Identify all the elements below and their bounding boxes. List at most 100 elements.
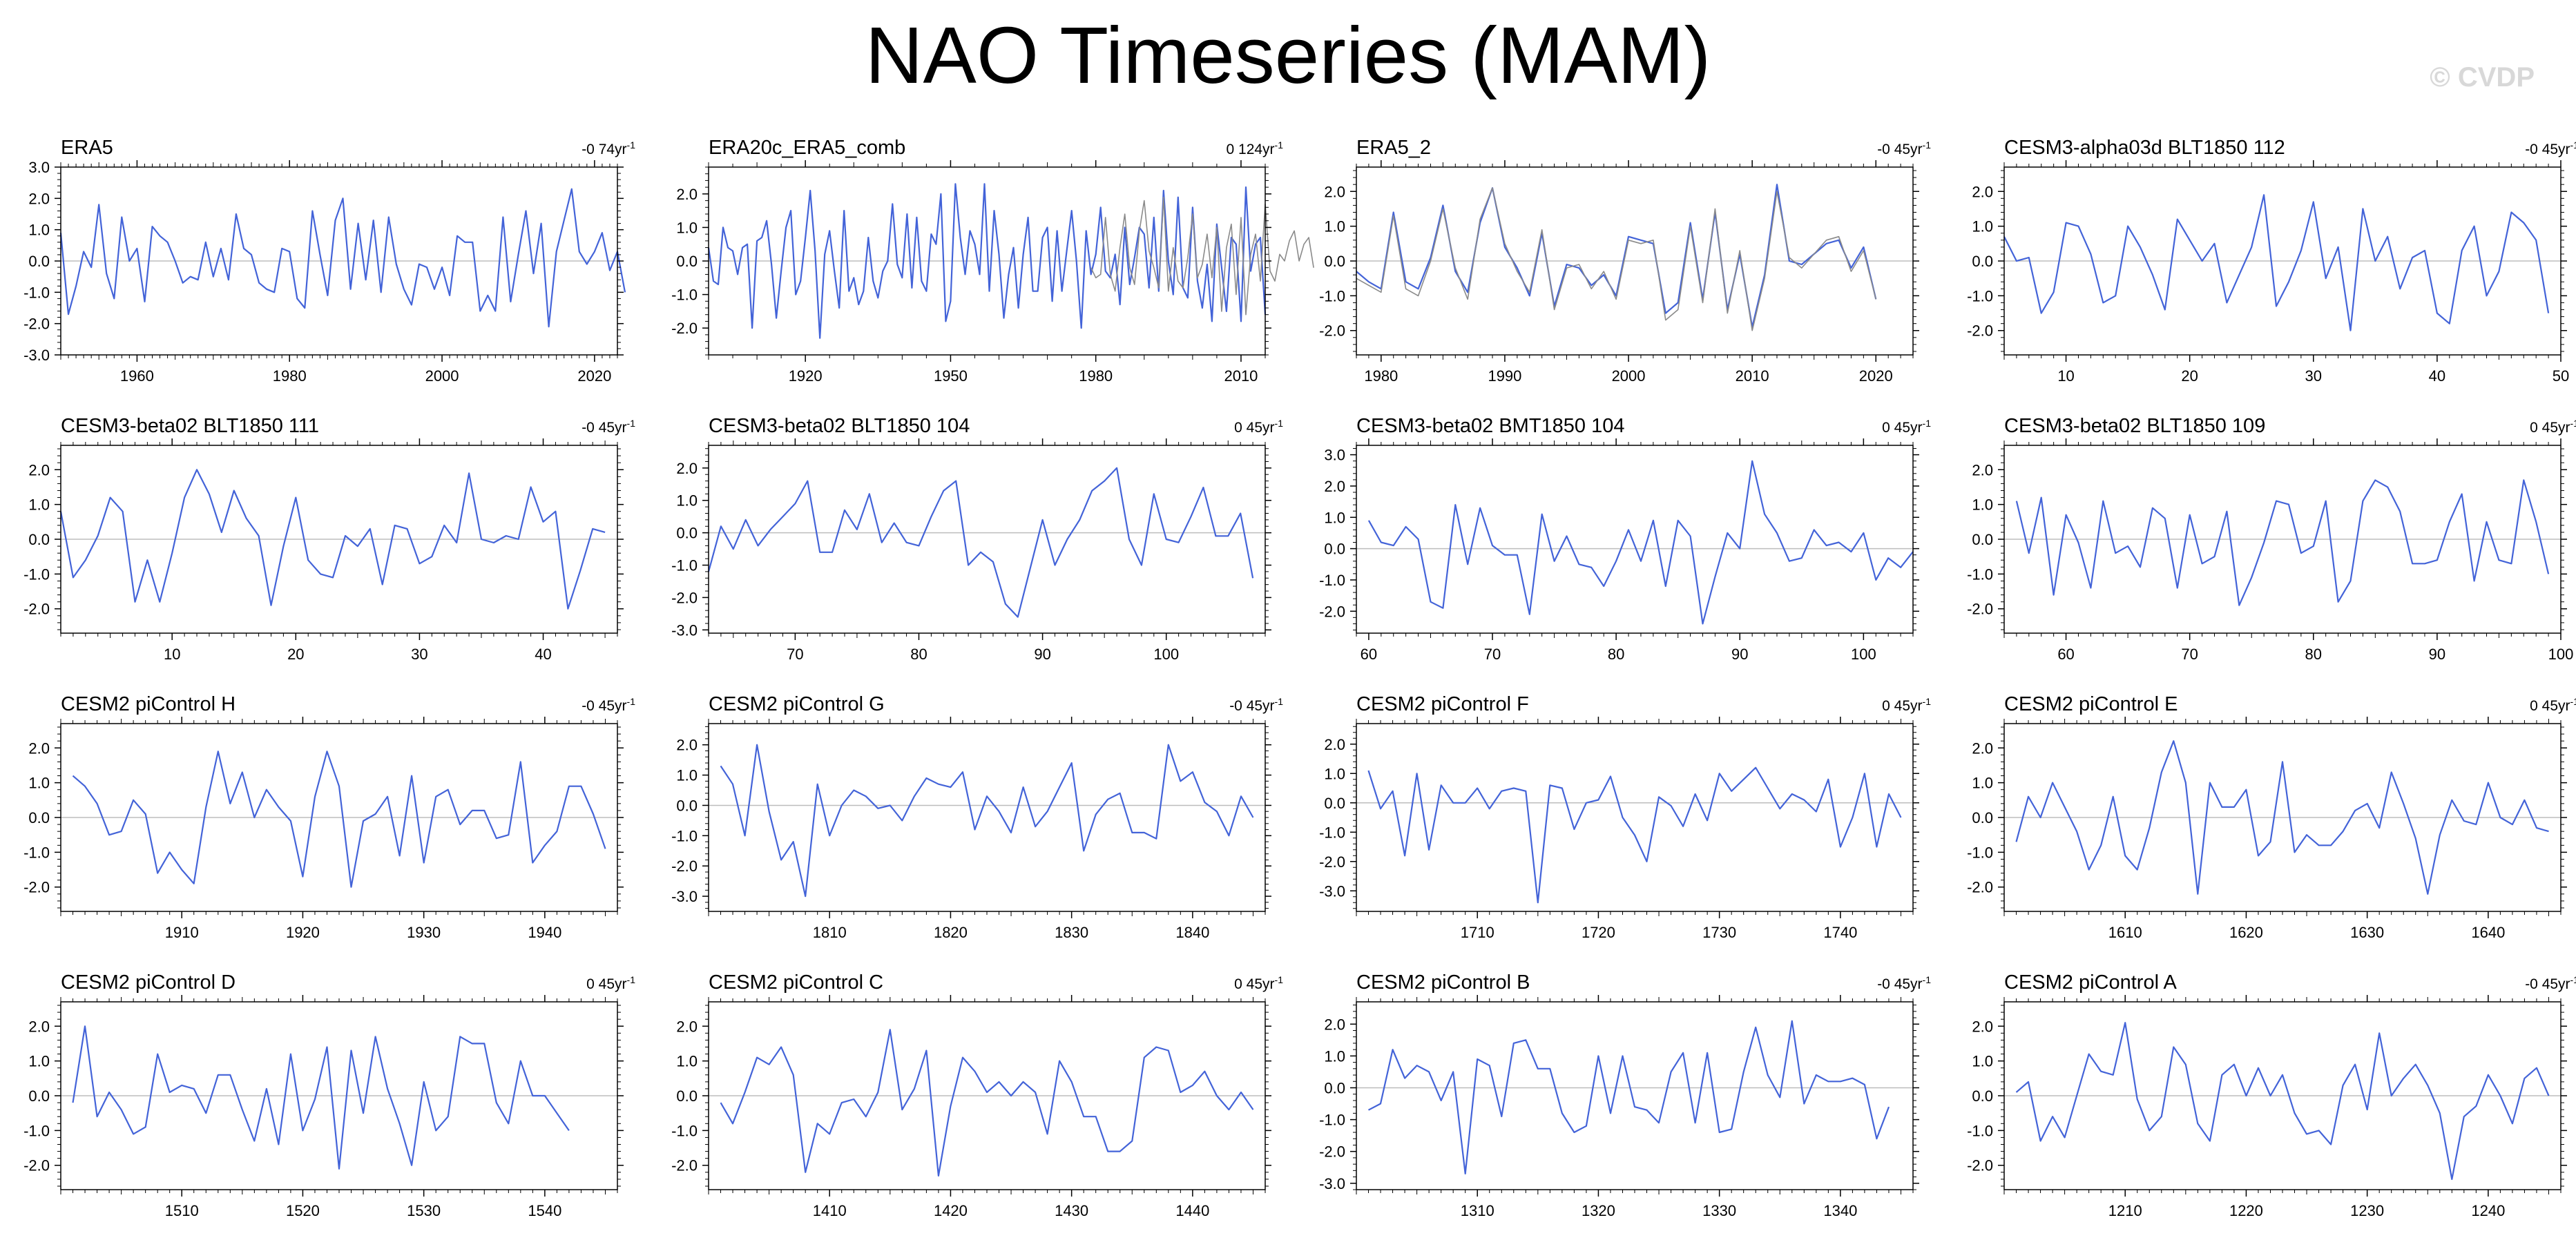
y-tick-label: -1.0: [23, 844, 50, 861]
trend-unit: -1: [1922, 974, 1931, 985]
chart-svg: 2.0 1.0 0.0 -1.0 -2.0 -3.0 1310 1320 1330 1340: [1319, 995, 1919, 1219]
series-line: [2015, 740, 2549, 895]
y-tick-label: 1.0: [676, 1053, 698, 1070]
y-tick-label: -1.0: [23, 284, 50, 301]
x-tick-label: 1730: [1702, 924, 1736, 941]
x-tick-label: 1210: [2108, 1202, 2142, 1219]
x-tick-label: 20: [287, 646, 304, 663]
y-tick-label: 2.0: [1324, 183, 1345, 200]
y-tick-label: 1.0: [1324, 509, 1345, 526]
y-tick-label: 2.0: [28, 190, 50, 207]
trend-label: -0 45yr-1: [2525, 974, 2576, 993]
y-tick-label: -2.0: [671, 1157, 698, 1174]
x-tick-label: 1940: [528, 924, 561, 941]
y-tick-label: -1.0: [23, 1122, 50, 1139]
y-tick-label: 2.0: [1972, 461, 1993, 478]
trend-unit: -1: [1922, 139, 1931, 151]
y-tick-label: -1.0: [671, 287, 698, 304]
y-tick-label: 1.0: [676, 219, 698, 236]
x-tick-label: 1530: [407, 1202, 441, 1219]
y-tick-label: -2.0: [671, 858, 698, 875]
panel-title: CESM2 piControl F: [1356, 693, 1529, 715]
y-tick-label: 3.0: [28, 159, 50, 176]
trend-unit: -1: [1922, 696, 1931, 707]
y-tick-label: 0.0: [676, 525, 698, 542]
x-tick-label: 10: [2057, 367, 2074, 385]
y-tick-label: 1.0: [1972, 775, 1993, 792]
reference-series-line: [1356, 187, 1877, 331]
y-tick-label: 1.0: [1324, 1047, 1345, 1065]
x-tick-label: 1960: [120, 367, 154, 385]
page-title: NAO Timeseries (MAM): [865, 10, 1711, 100]
chart-svg: 2.0 1.0 0.0 -1.0 -2.0 10 20 30 40 50: [1967, 160, 2569, 385]
trend-value: -0 45yr: [1877, 976, 1923, 992]
y-tick-label: 1.0: [1972, 496, 1993, 514]
x-tick-label: 1340: [1823, 1202, 1857, 1219]
chart-svg: 2.0 1.0 0.0 -1.0 -2.0 1610 1620 1630 1640: [1967, 717, 2567, 941]
y-tick-label: -2.0: [1319, 322, 1345, 340]
chart-panel: CESM2 piControl E 0 45yr-1 2.0 1.0 0.0 -1.0 -2…: [1943, 685, 2576, 964]
chart-svg: 3.0 2.0 1.0 0.0 -1.0 -2.0 -3.0 1960 1980 2000 2020: [23, 159, 626, 385]
trend-value: 0 45yr: [2530, 420, 2570, 436]
trend-label: -0 45yr-1: [2525, 139, 2576, 158]
y-tick-label: 1.0: [1324, 765, 1345, 782]
chart-svg: 2.0 1.0 0.0 -1.0 -2.0 1510 1520 1530 1540: [23, 995, 624, 1219]
chart-svg: 2.0 1.0 0.0 -1.0 -2.0 1210 1220 1230 1240: [1967, 995, 2567, 1219]
x-tick-label: 1610: [2108, 924, 2142, 941]
trend-label: 0 45yr-1: [1234, 974, 1283, 993]
copyright-watermark: © CVDP: [2430, 62, 2535, 93]
series-line: [72, 1025, 570, 1170]
trend-label: 0 45yr-1: [1882, 418, 1931, 436]
y-tick-label: 1.0: [28, 222, 50, 239]
chart-panel: CESM3-beta02 BLT1850 109 0 45yr-1 2.0 1.0 0.…: [1943, 407, 2576, 686]
trend-unit: -1: [626, 418, 635, 429]
panel-title: CESM2 piControl E: [2004, 693, 2178, 715]
x-tick-label: 1430: [1055, 1202, 1088, 1219]
series-line: [707, 467, 1254, 618]
chart-panel: ERA5_2 -0 45yr-1 2.0 1.0 0.0 -1.0 -2.0 1980 1990…: [1296, 128, 1943, 407]
x-tick-label: 80: [1608, 646, 1624, 663]
chart-panel: CESM2 piControl A -0 45yr-1 2.0 1.0 0.0 -1.0 -…: [1943, 963, 2576, 1242]
y-tick-label: 2.0: [1972, 1018, 1993, 1035]
chart-svg: 2.0 1.0 0.0 -1.0 -2.0 1410 1420 1430 1440: [671, 995, 1271, 1219]
trend-value: -0 45yr: [1229, 698, 1275, 714]
y-tick-label: 2.0: [1972, 739, 1993, 757]
y-tick-label: 1.0: [28, 775, 50, 792]
trend-value: 0 45yr: [2530, 698, 2570, 714]
x-tick-label: 70: [1484, 646, 1501, 663]
panel-title: CESM2 piControl G: [709, 693, 885, 715]
trend-label: 0 45yr-1: [586, 974, 635, 993]
y-tick-label: -1.0: [1967, 287, 1993, 304]
trend-value: -0 45yr: [2525, 142, 2570, 157]
panel-title: CESM2 piControl H: [61, 693, 236, 715]
y-tick-label: -1.0: [671, 827, 698, 844]
x-tick-label: 1980: [273, 367, 307, 385]
x-tick-label: 50: [2553, 367, 2569, 385]
y-tick-label: 1.0: [28, 496, 50, 514]
y-tick-label: 2.0: [676, 1018, 698, 1035]
y-tick-label: 0.0: [28, 253, 50, 270]
trend-unit: -1: [1922, 418, 1931, 429]
y-tick-label: 0.0: [1324, 541, 1345, 558]
y-tick-label: -1.0: [1967, 844, 1993, 861]
x-tick-label: 2020: [1859, 367, 1893, 385]
trend-value: -0 45yr: [2525, 976, 2570, 992]
x-tick-label: 60: [2057, 646, 2074, 663]
x-tick-label: 90: [1731, 646, 1748, 663]
y-tick-label: 1.0: [676, 767, 698, 784]
chart-panel: CESM2 piControl D 0 45yr-1 2.0 1.0 0.0 -1.0 -2…: [0, 963, 648, 1242]
x-tick-label: 10: [164, 646, 180, 663]
x-tick-label: 30: [411, 646, 427, 663]
y-tick-label: -1.0: [1319, 572, 1345, 589]
series-line: [59, 188, 626, 328]
y-tick-label: 2.0: [1324, 736, 1345, 753]
trend-value: 0 45yr: [1234, 420, 1275, 436]
y-tick-label: -1.0: [1967, 1122, 1993, 1139]
chart-panel: CESM3-beta02 BMT1850 104 0 45yr-1 3.0 2.0 1.…: [1296, 407, 1943, 686]
series-line: [707, 183, 1267, 339]
y-tick-label: 1.0: [1972, 218, 1993, 235]
trend-value: -0 45yr: [581, 698, 627, 714]
panel-title: CESM3-beta02 BLT1850 109: [2004, 415, 2266, 437]
trend-label: 0 124yr-1: [1227, 139, 1284, 158]
x-tick-label: 1930: [407, 924, 441, 941]
